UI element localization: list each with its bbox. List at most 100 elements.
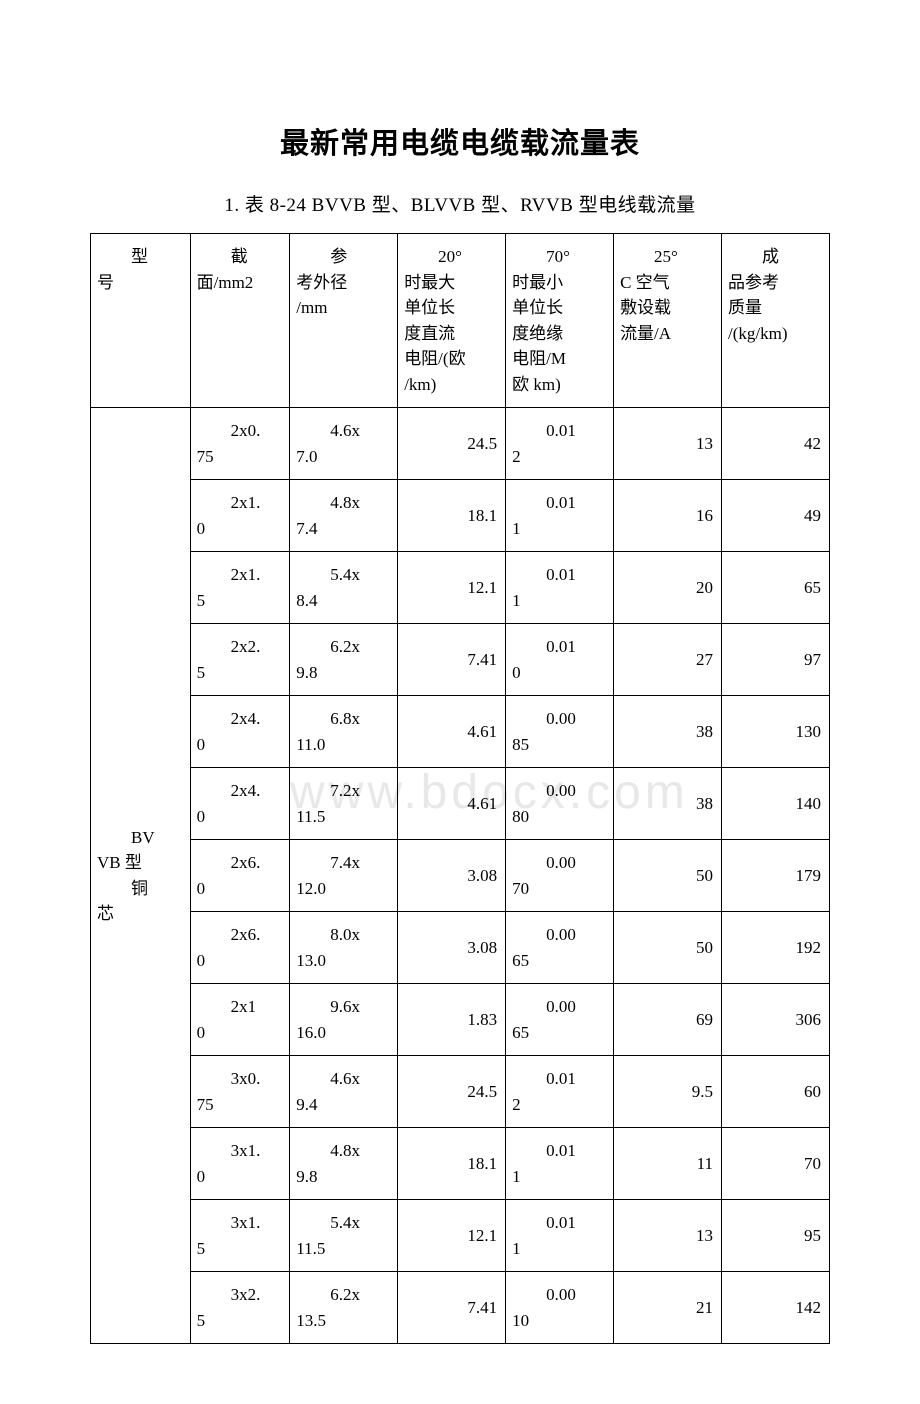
ins-cell: 0.0070 bbox=[506, 840, 614, 912]
weight-cell: 60 bbox=[722, 1056, 830, 1128]
type-cell: BV VB 型 铜 芯 bbox=[91, 408, 191, 1344]
weight-cell: 97 bbox=[722, 624, 830, 696]
header-dc-resistance: 20° 时最大 单位长 度直流 电阻/(欧 /km) bbox=[398, 234, 506, 408]
weight-cell: 142 bbox=[722, 1272, 830, 1344]
current-cell: 69 bbox=[614, 984, 722, 1056]
current-cell: 50 bbox=[614, 840, 722, 912]
page-title: 最新常用电缆电缆载流量表 bbox=[90, 120, 830, 162]
ins-cell: 0.011 bbox=[506, 552, 614, 624]
current-cell: 16 bbox=[614, 480, 722, 552]
header-section: 截 面/mm2 bbox=[190, 234, 290, 408]
dc-cell: 12.1 bbox=[398, 552, 506, 624]
ins-cell: 0.0065 bbox=[506, 912, 614, 984]
diameter-cell: 4.8x7.4 bbox=[290, 480, 398, 552]
current-cell: 13 bbox=[614, 1200, 722, 1272]
diameter-cell: 9.6x16.0 bbox=[290, 984, 398, 1056]
diameter-cell: 6.2x9.8 bbox=[290, 624, 398, 696]
section-cell: 2x4.0 bbox=[190, 696, 290, 768]
current-cell: 20 bbox=[614, 552, 722, 624]
section-cell: 2x6.0 bbox=[190, 840, 290, 912]
weight-cell: 70 bbox=[722, 1128, 830, 1200]
dc-cell: 12.1 bbox=[398, 1200, 506, 1272]
ins-cell: 0.0085 bbox=[506, 696, 614, 768]
ins-cell: 0.010 bbox=[506, 624, 614, 696]
header-current-capacity: 25° C 空气 敷设载 流量/A bbox=[614, 234, 722, 408]
section-cell: 3x2.5 bbox=[190, 1272, 290, 1344]
current-cell: 38 bbox=[614, 768, 722, 840]
diameter-cell: 6.2x13.5 bbox=[290, 1272, 398, 1344]
current-cell: 27 bbox=[614, 624, 722, 696]
section-cell: 2x4.0 bbox=[190, 768, 290, 840]
ins-cell: 0.011 bbox=[506, 1128, 614, 1200]
ins-cell: 0.0065 bbox=[506, 984, 614, 1056]
weight-cell: 42 bbox=[722, 408, 830, 480]
dc-cell: 24.5 bbox=[398, 1056, 506, 1128]
table-row: 2x10 9.6x16.0 1.83 0.0065 69 306 bbox=[91, 984, 830, 1056]
section-cell: 2x1.5 bbox=[190, 552, 290, 624]
section-cell: 3x1.5 bbox=[190, 1200, 290, 1272]
table-row: 3x0.75 4.6x9.4 24.5 0.012 9.5 60 bbox=[91, 1056, 830, 1128]
weight-cell: 49 bbox=[722, 480, 830, 552]
table-row: 2x4.0 6.8x11.0 4.61 0.0085 38 130 bbox=[91, 696, 830, 768]
table-row: 2x1.5 5.4x8.4 12.1 0.011 20 65 bbox=[91, 552, 830, 624]
page-subtitle: 1. 表 8-24 BVVB 型、BLVVB 型、RVVB 型电线载流量 bbox=[90, 190, 830, 217]
weight-cell: 130 bbox=[722, 696, 830, 768]
dc-cell: 3.08 bbox=[398, 912, 506, 984]
dc-cell: 3.08 bbox=[398, 840, 506, 912]
diameter-cell: 8.0x13.0 bbox=[290, 912, 398, 984]
dc-cell: 4.61 bbox=[398, 768, 506, 840]
dc-cell: 1.83 bbox=[398, 984, 506, 1056]
page-container: www.bdocx.com 最新常用电缆电缆载流量表 1. 表 8-24 BVV… bbox=[90, 120, 830, 1344]
table-row: 3x1.0 4.8x9.8 18.1 0.011 11 70 bbox=[91, 1128, 830, 1200]
diameter-cell: 7.4x12.0 bbox=[290, 840, 398, 912]
table-header-row: 型 号 截 面/mm2 参 考外径 /mm 20° 时最大 单位长 度直流 bbox=[91, 234, 830, 408]
diameter-cell: 6.8x11.0 bbox=[290, 696, 398, 768]
dc-cell: 7.41 bbox=[398, 1272, 506, 1344]
dc-cell: 7.41 bbox=[398, 624, 506, 696]
diameter-cell: 4.8x9.8 bbox=[290, 1128, 398, 1200]
table-body: BV VB 型 铜 芯 2x0.75 4.6x7.0 24.5 0.012 13… bbox=[91, 408, 830, 1344]
dc-cell: 18.1 bbox=[398, 480, 506, 552]
current-cell: 9.5 bbox=[614, 1056, 722, 1128]
diameter-cell: 4.6x7.0 bbox=[290, 408, 398, 480]
section-cell: 2x2.5 bbox=[190, 624, 290, 696]
current-cell: 13 bbox=[614, 408, 722, 480]
ins-cell: 0.012 bbox=[506, 408, 614, 480]
section-cell: 2x0.75 bbox=[190, 408, 290, 480]
section-cell: 2x6.0 bbox=[190, 912, 290, 984]
table-row: BV VB 型 铜 芯 2x0.75 4.6x7.0 24.5 0.012 13… bbox=[91, 408, 830, 480]
dc-cell: 18.1 bbox=[398, 1128, 506, 1200]
table-row: 2x2.5 6.2x9.8 7.41 0.010 27 97 bbox=[91, 624, 830, 696]
section-cell: 3x0.75 bbox=[190, 1056, 290, 1128]
dc-cell: 24.5 bbox=[398, 408, 506, 480]
weight-cell: 95 bbox=[722, 1200, 830, 1272]
table-row: 2x4.0 7.2x11.5 4.61 0.0080 38 140 bbox=[91, 768, 830, 840]
ins-cell: 0.0010 bbox=[506, 1272, 614, 1344]
current-cell: 50 bbox=[614, 912, 722, 984]
header-diameter: 参 考外径 /mm bbox=[290, 234, 398, 408]
weight-cell: 65 bbox=[722, 552, 830, 624]
current-cell: 11 bbox=[614, 1128, 722, 1200]
weight-cell: 306 bbox=[722, 984, 830, 1056]
table-row: 2x1.0 4.8x7.4 18.1 0.011 16 49 bbox=[91, 480, 830, 552]
section-cell: 2x1.0 bbox=[190, 480, 290, 552]
weight-cell: 140 bbox=[722, 768, 830, 840]
current-cell: 38 bbox=[614, 696, 722, 768]
header-weight: 成 品参考 质量 /(kg/km) bbox=[722, 234, 830, 408]
ins-cell: 0.011 bbox=[506, 480, 614, 552]
section-cell: 3x1.0 bbox=[190, 1128, 290, 1200]
current-cell: 21 bbox=[614, 1272, 722, 1344]
weight-cell: 179 bbox=[722, 840, 830, 912]
table-row: 3x1.5 5.4x11.5 12.1 0.011 13 95 bbox=[91, 1200, 830, 1272]
section-cell: 2x10 bbox=[190, 984, 290, 1056]
diameter-cell: 5.4x8.4 bbox=[290, 552, 398, 624]
diameter-cell: 4.6x9.4 bbox=[290, 1056, 398, 1128]
table-row: 2x6.0 7.4x12.0 3.08 0.0070 50 179 bbox=[91, 840, 830, 912]
weight-cell: 192 bbox=[722, 912, 830, 984]
ins-cell: 0.012 bbox=[506, 1056, 614, 1128]
dc-cell: 4.61 bbox=[398, 696, 506, 768]
ins-cell: 0.011 bbox=[506, 1200, 614, 1272]
ins-cell: 0.0080 bbox=[506, 768, 614, 840]
diameter-cell: 7.2x11.5 bbox=[290, 768, 398, 840]
header-insulation-resistance: 70° 时最小 单位长 度绝缘 电阻/M 欧 km) bbox=[506, 234, 614, 408]
